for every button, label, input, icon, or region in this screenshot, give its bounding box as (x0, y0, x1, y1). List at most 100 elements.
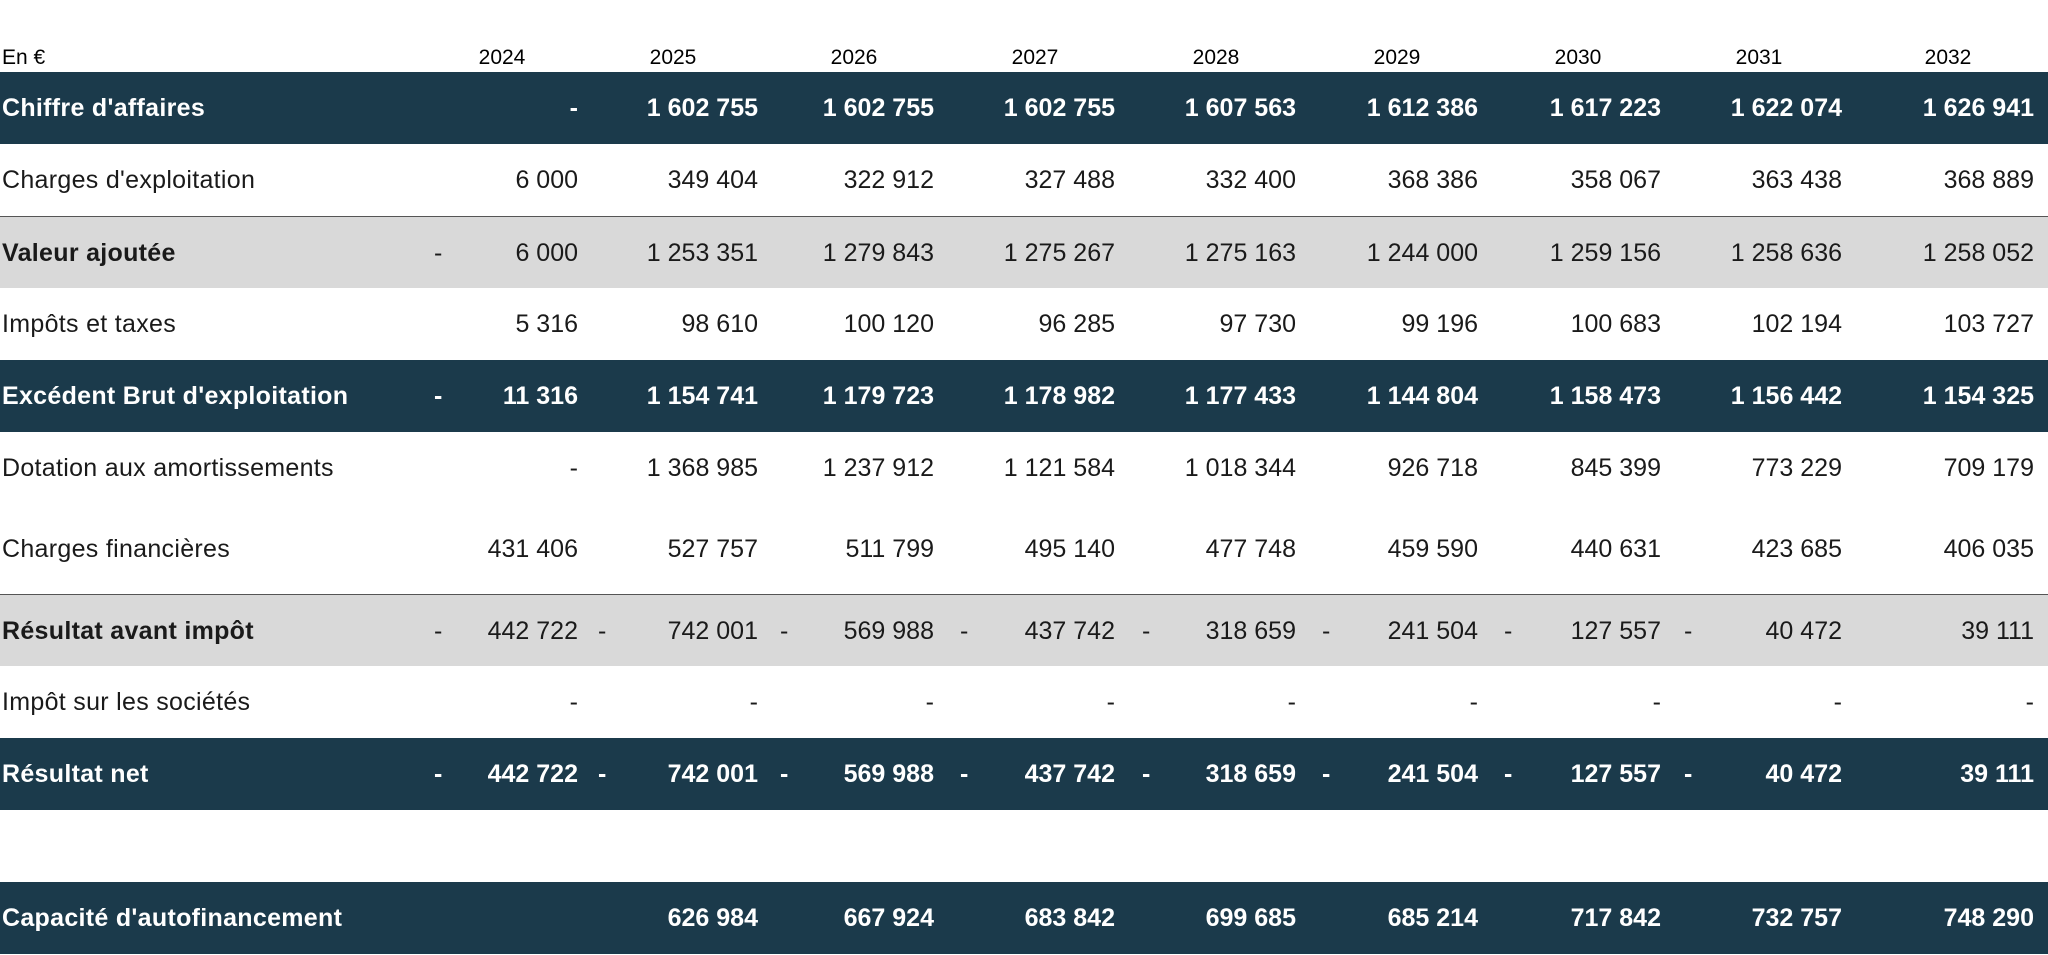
value-cell-2029: 459 590 (1387, 534, 1478, 563)
value-cell-2029: 1 244 000 (1366, 238, 1478, 267)
row-label: Résultat avant impôt (2, 616, 254, 645)
value-cell-2024: 6 000 (515, 165, 578, 194)
value-cell-2025: 1 154 741 (646, 381, 758, 410)
value-cell-2024: - (569, 687, 578, 716)
value-cell-2026: 667 924 (843, 903, 934, 932)
value-cell-2027: 327 488 (1024, 165, 1115, 194)
value-cell-2032: 103 727 (1943, 309, 2034, 338)
value-cell-2026: 569 988 (843, 759, 934, 788)
row-label: Charges d'exploitation (2, 165, 256, 194)
value-cell-2027: 1 121 584 (1003, 453, 1115, 482)
negative-sign: - (780, 616, 789, 645)
negative-sign: - (598, 759, 607, 788)
value-cell-2030: 127 557 (1570, 759, 1661, 788)
value-cell-2027: 1 275 267 (1003, 238, 1115, 267)
value-cell-2032: 1 626 941 (1922, 93, 2034, 122)
value-cell-2026: 569 988 (843, 616, 934, 645)
value-cell-2025: 742 001 (667, 759, 758, 788)
value-cell-2028: 318 659 (1205, 759, 1296, 788)
table-row: Résultat net -442 722-742 001-569 988-437… (0, 738, 2048, 810)
negative-sign: - (780, 759, 789, 788)
table-row: Dotation aux amortissements - 1 368 985 1 2… (0, 432, 2048, 504)
value-cell-2030: 717 842 (1570, 903, 1661, 932)
year-header-2030: 2030 (1554, 46, 1602, 69)
negative-sign: - (598, 616, 607, 645)
value-cell-2029: 241 504 (1387, 759, 1478, 788)
value-cell-2024: - (569, 93, 578, 122)
negative-sign: - (960, 616, 969, 645)
table-row: Charges d'exploitation 6 000 349 404 322 91… (0, 144, 2048, 217)
negative-sign: - (1504, 616, 1513, 645)
row-label: Impôt sur les sociétés (2, 687, 251, 716)
year-header-2027: 2027 (1011, 46, 1059, 69)
value-cell-2032: 748 290 (1943, 903, 2034, 932)
value-cell-2030: 358 067 (1570, 165, 1661, 194)
value-cell-2031: 102 194 (1751, 309, 1842, 338)
value-cell-2027: - (1106, 687, 1115, 716)
row-label: Dotation aux amortissements (2, 453, 334, 482)
row-label: Chiffre d'affaires (2, 93, 206, 122)
value-cell-2030: 1 158 473 (1549, 381, 1661, 410)
value-cell-2026: - (925, 687, 934, 716)
value-cell-2027: 683 842 (1024, 903, 1115, 932)
value-cell-2030: 1 259 156 (1549, 238, 1661, 267)
year-header-2026: 2026 (830, 46, 878, 69)
year-header-2028: 2028 (1192, 46, 1240, 69)
value-cell-2028: 318 659 (1205, 616, 1296, 645)
value-cell-2024: 5 316 (515, 309, 578, 338)
negative-sign: - (1322, 759, 1331, 788)
negative-sign: - (1322, 616, 1331, 645)
value-cell-2025: - (749, 687, 758, 716)
value-cell-2030: 845 399 (1570, 453, 1661, 482)
value-cell-2029: 241 504 (1387, 616, 1478, 645)
table-header: En € 2024 2025 2026 2027 2028 2029 2030 2031 203… (0, 42, 2048, 72)
value-cell-2031: 423 685 (1751, 534, 1842, 563)
value-cell-2025: 1 253 351 (646, 238, 758, 267)
value-cell-2030: 440 631 (1570, 534, 1661, 563)
value-cell-2025: 742 001 (667, 616, 758, 645)
value-cell-2031: 773 229 (1751, 453, 1842, 482)
value-cell-2028: 477 748 (1205, 534, 1296, 563)
value-cell-2025: 1 602 755 (646, 93, 758, 122)
year-header-2025: 2025 (649, 46, 697, 69)
table-row: Impôt sur les sociétés - - - - - - - - - (0, 666, 2048, 738)
negative-sign: - (1142, 759, 1151, 788)
value-cell-2029: 1 144 804 (1366, 381, 1478, 410)
value-cell-2024: 431 406 (487, 534, 578, 563)
value-cell-2028: 97 730 (1219, 309, 1296, 338)
value-cell-2024: 11 316 (502, 381, 578, 410)
value-cell-2028: - (1287, 687, 1296, 716)
value-cell-2028: 1 275 163 (1184, 238, 1296, 267)
year-header-2031: 2031 (1735, 46, 1783, 69)
value-cell-2024: 442 722 (487, 616, 578, 645)
table-row: Capacité d'autofinancement 626 984 667 924… (0, 882, 2048, 954)
value-cell-2025: 98 610 (681, 309, 758, 338)
value-cell-2028: 1 018 344 (1184, 453, 1296, 482)
value-cell-2026: 1 279 843 (822, 238, 934, 267)
value-cell-2027: 1 178 982 (1003, 381, 1115, 410)
value-cell-2031: 1 258 636 (1730, 238, 1842, 267)
value-cell-2026: 1 602 755 (822, 93, 934, 122)
value-cell-2025: 349 404 (667, 165, 758, 194)
value-cell-2031: 40 472 (1765, 759, 1842, 788)
value-cell-2029: 99 196 (1401, 309, 1478, 338)
negative-sign: - (434, 381, 443, 410)
row-label: Capacité d'autofinancement (2, 903, 343, 932)
value-cell-2028: 332 400 (1205, 165, 1296, 194)
value-cell-2028: 1 177 433 (1184, 381, 1296, 410)
value-cell-2031: 1 622 074 (1730, 93, 1842, 122)
value-cell-2028: 1 607 563 (1184, 93, 1296, 122)
negative-sign: - (1684, 759, 1693, 788)
value-cell-2024: - (569, 453, 578, 482)
row-label: Excédent Brut d'exploitation (2, 381, 349, 410)
row-label: Résultat net (2, 759, 149, 788)
value-cell-2027: 495 140 (1024, 534, 1115, 563)
negative-sign: - (960, 759, 969, 788)
value-cell-2031: - (1833, 687, 1842, 716)
value-cell-2030: 1 617 223 (1549, 93, 1661, 122)
negative-sign: - (1504, 759, 1513, 788)
table-row: Valeur ajoutée - 6 000 1 253 351 1 279 843 1 … (0, 216, 2048, 290)
table-row: Impôts et taxes 5 316 98 610 100 120 96 285 9… (0, 288, 2048, 360)
table-row: Résultat avant impôt -442 722-742 001-569… (0, 594, 2048, 668)
value-cell-2032: 39 111 (1960, 759, 2034, 788)
